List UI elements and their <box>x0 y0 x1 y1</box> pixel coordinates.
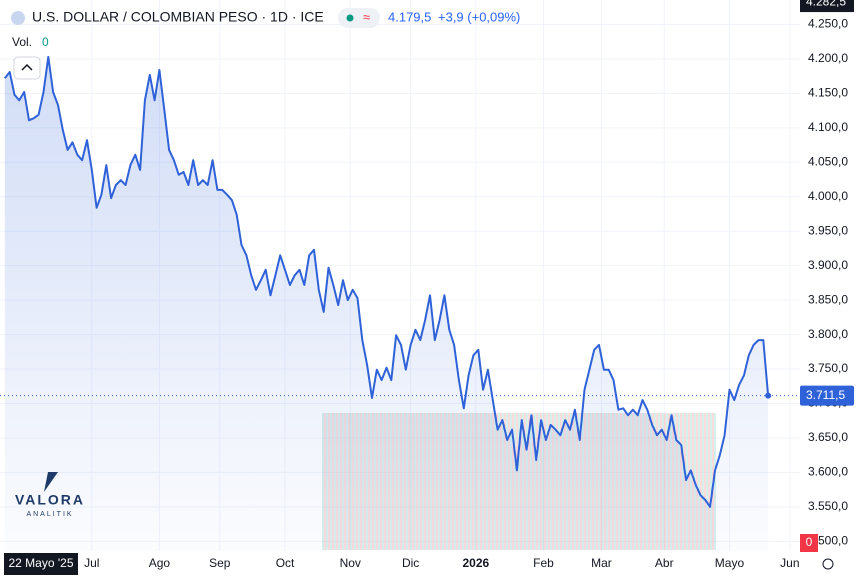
x-tick-label: Nov <box>340 556 361 570</box>
y-tick-label: 3.800,0 <box>808 327 848 341</box>
x-tick-label: Dic <box>402 556 419 570</box>
last-price-label: 3.711,5 <box>806 388 845 402</box>
x-tick-label: Feb <box>533 556 554 570</box>
x-tick-label: Mar <box>591 556 612 570</box>
x-tick-label: Oct <box>276 556 295 570</box>
crosshair-date-box <box>4 553 78 575</box>
x-axis-bg <box>0 551 862 585</box>
area <box>4 56 769 552</box>
last-price-box <box>800 385 854 406</box>
x-tick-label: Sep <box>209 556 231 570</box>
y-tick-label: 4.100,0 <box>808 120 848 134</box>
crosshair-date: 22 Mayo '25 <box>9 556 74 570</box>
y-tick-label: 4.000,0 <box>808 189 848 203</box>
price-change: +3,9 (+0,09%) <box>438 9 520 24</box>
symbol-title: U.S. DOLLAR / COLOMBIAN PESO · 1D · ICE <box>32 9 324 25</box>
status-pill <box>338 8 380 28</box>
x-tick-label: Jun <box>780 556 799 570</box>
last-price: 4.179,5 <box>388 9 431 24</box>
volume-axis-box <box>800 534 818 552</box>
y-tick-label: 4.200,0 <box>808 51 848 65</box>
price-line <box>4 55 770 508</box>
volume-axis-label: 0 <box>806 535 813 549</box>
y-tick-label: 4.250,0 <box>808 17 848 31</box>
y-axis-bg <box>800 0 862 551</box>
flag-icon <box>11 11 25 25</box>
volume-value: 0 <box>42 35 49 49</box>
volume-label: Vol. <box>12 35 32 49</box>
status-icon: ≈ <box>363 9 370 24</box>
y-tick-label: 4.050,0 <box>808 154 848 168</box>
y-tick-label: 3.500,0 <box>808 534 848 548</box>
high-label-box <box>800 0 854 13</box>
collapse-button[interactable] <box>13 56 41 80</box>
plot <box>0 55 800 552</box>
y-tick-label: 4.150,0 <box>808 86 848 100</box>
x-tick-label: 2026 <box>462 556 489 570</box>
settings-icon[interactable] <box>822 558 834 570</box>
logo: VALORA <box>15 492 85 508</box>
logo-mark <box>44 472 58 492</box>
logo-sub: ANALITIK <box>26 511 73 518</box>
y-tick-label: 3.950,0 <box>808 223 848 237</box>
x-tick-label: Mayo <box>715 556 745 570</box>
high-label: 4.282,5 <box>806 0 846 8</box>
y-tick-label: 3.650,0 <box>808 430 848 444</box>
x-tick-label: Ago <box>149 556 171 570</box>
collapse-icon <box>21 63 33 71</box>
y-tick-label: 3.600,0 <box>808 465 848 479</box>
y-tick-label: 3.750,0 <box>808 361 848 375</box>
y-tick-label: 3.850,0 <box>808 292 848 306</box>
y-tick-label: 3.900,0 <box>808 258 848 272</box>
last-point <box>765 392 772 399</box>
status-dot <box>346 14 354 22</box>
x-tick-label: Jul <box>84 556 99 570</box>
axes: 3.500,03.550,03.600,03.650,03.700,03.750… <box>84 0 854 570</box>
y-tick-label: 3.550,0 <box>808 499 848 513</box>
x-tick-label: Abr <box>655 556 674 570</box>
